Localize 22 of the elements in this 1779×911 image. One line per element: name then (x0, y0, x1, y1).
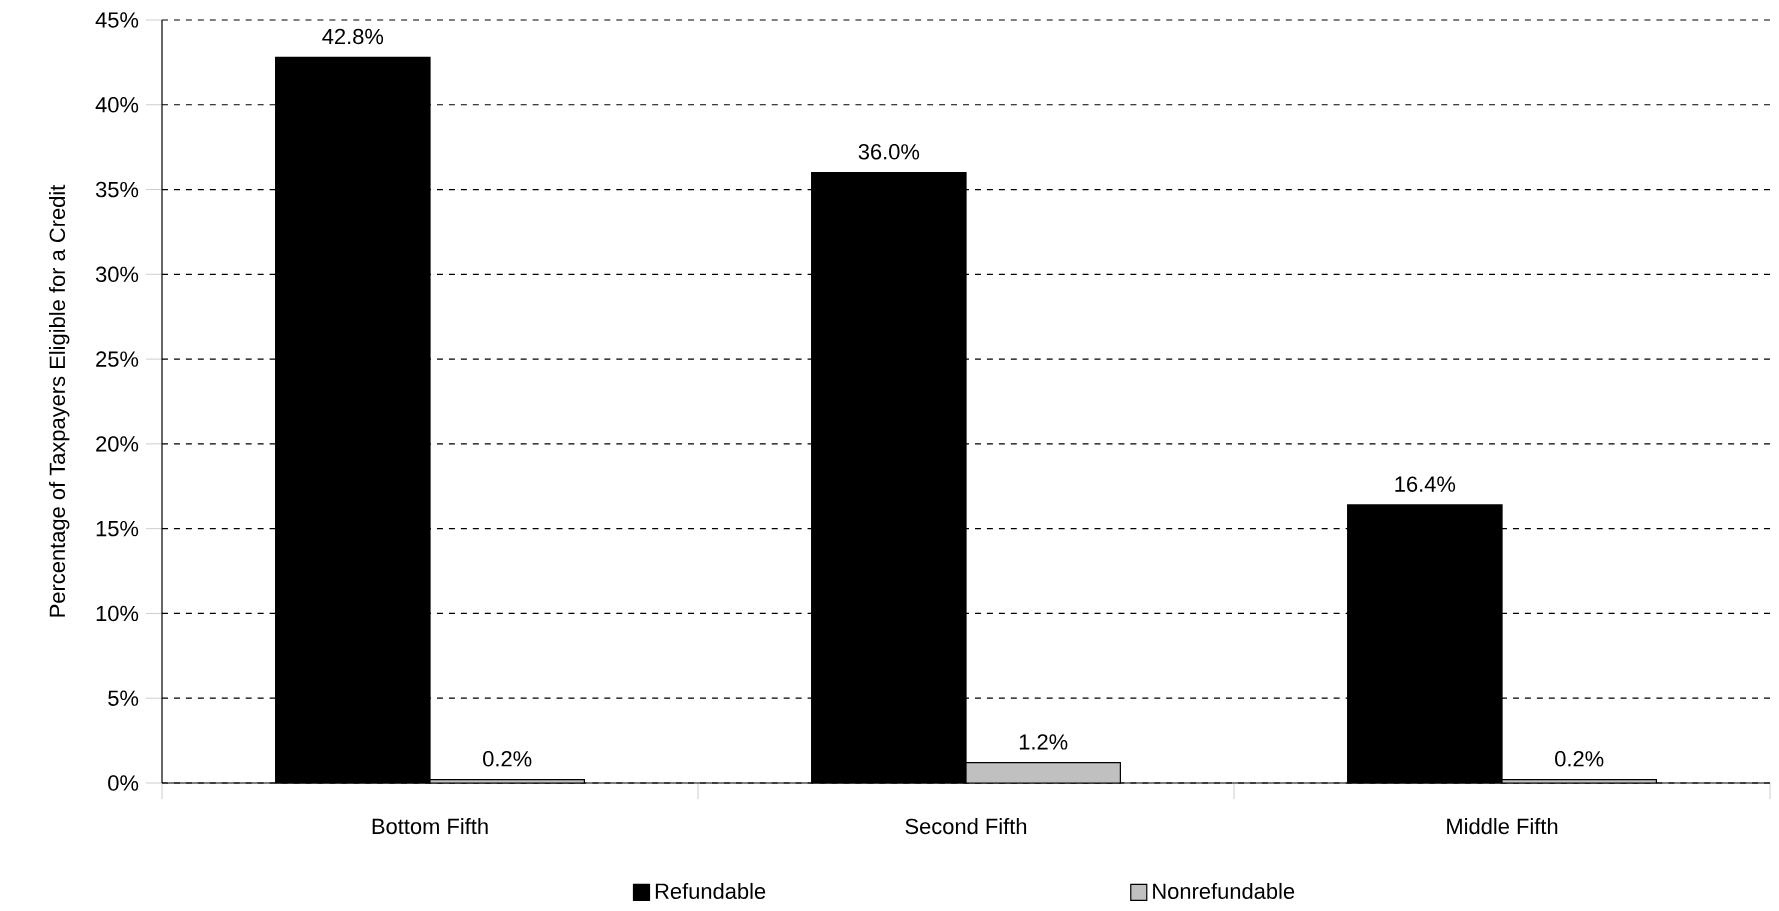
legend-label: Refundable (655, 882, 766, 900)
y-tick-label: 30% (95, 266, 139, 283)
y-tick-label: 10% (96, 605, 139, 622)
data-label: 0.2% (483, 751, 532, 767)
y-tick-label: 20% (96, 436, 139, 452)
y-tick-label: 5% (108, 690, 139, 706)
legend-label: Nonrefundable (1153, 882, 1295, 900)
data-label: 42.8% (322, 28, 384, 45)
y-tick-label: 40% (95, 97, 139, 113)
y-tick-label: 15% (96, 520, 139, 537)
y-axis-title: Percentage of Taxpayers Eligible for a Credit (48, 184, 70, 617)
data-label: 0.2% (1555, 751, 1604, 767)
data-label: 1.2% (1019, 734, 1068, 750)
x-tick-label: Middle Fifth (1447, 818, 1558, 835)
y-tick-label: 45% (95, 12, 139, 28)
y-tick-label: 25% (96, 351, 139, 367)
x-tick-label: Second Fifth (905, 818, 1027, 835)
data-label: 16.4% (1395, 476, 1456, 492)
y-tick-label: 35% (95, 181, 139, 198)
y-tick-label: 0% (108, 775, 139, 791)
x-tick-label: Bottom Fifth (372, 818, 488, 835)
data-label: 36.0% (858, 144, 920, 160)
